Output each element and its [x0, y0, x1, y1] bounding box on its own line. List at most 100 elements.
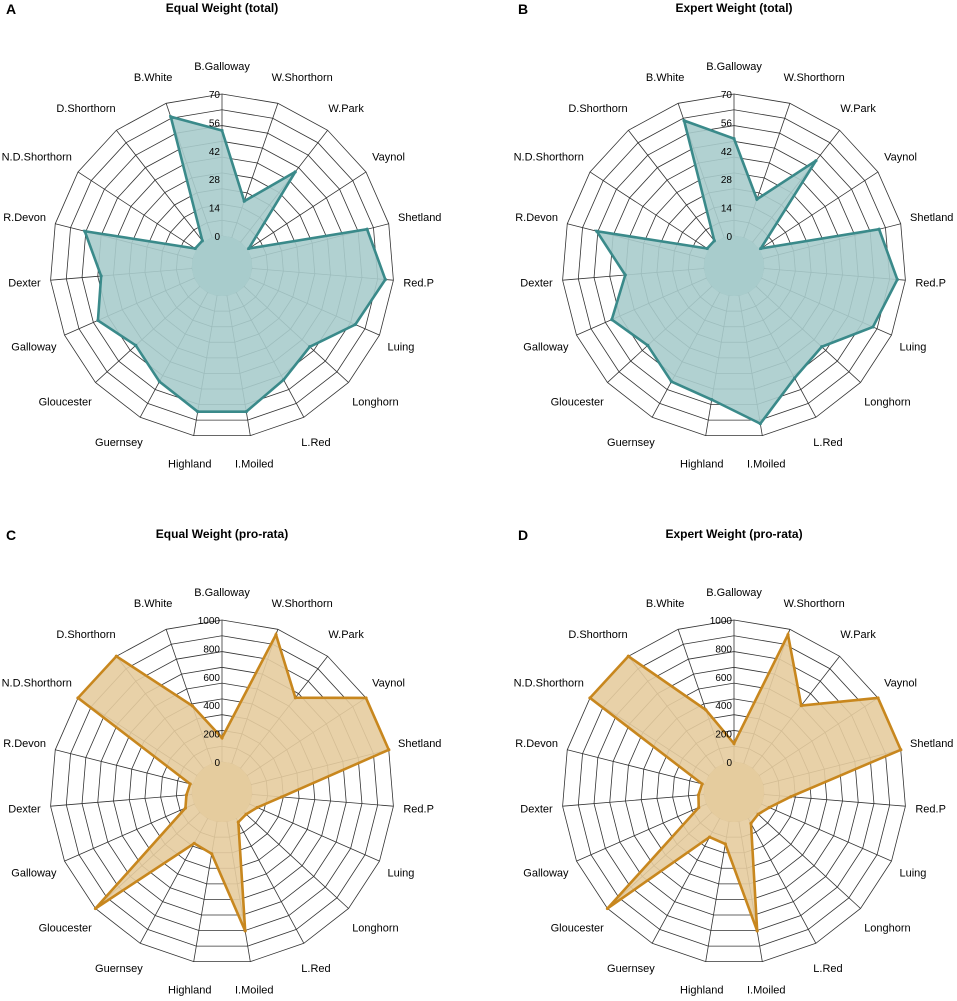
data-point-guernsey — [192, 841, 196, 845]
category-label-i-moiled: I.Moiled — [747, 458, 786, 470]
data-point-highland — [723, 842, 727, 846]
data-point-d-shorthorn — [712, 239, 716, 243]
category-label-w-park: W.Park — [840, 629, 876, 641]
grid-ring — [65, 109, 379, 421]
category-label-b-white: B.White — [646, 72, 685, 84]
r-tick-label: 42 — [721, 147, 733, 158]
category-label-r-devon: R.Devon — [3, 738, 46, 750]
data-point-l-red — [749, 821, 753, 825]
category-label-b-white: B.White — [134, 72, 173, 84]
category-label-luing: Luing — [899, 867, 926, 879]
category-label-shetland: Shetland — [910, 212, 953, 224]
category-label-longhorn: Longhorn — [352, 922, 399, 934]
data-point-highland — [710, 398, 714, 402]
radar-panel-a: A Equal Weight (total) 0 14 28 42 56 70 B.Gallow… — [2, 1, 442, 470]
category-label-shetland: Shetland — [398, 738, 441, 750]
data-point-i-moiled — [243, 929, 247, 933]
category-label-longhorn: Longhorn — [352, 396, 399, 408]
r-tick-label: 0 — [726, 758, 732, 769]
r-tick-label: 14 — [721, 204, 733, 215]
category-label-dexter: Dexter — [8, 804, 41, 816]
chart-title: Equal Weight (total) — [166, 1, 278, 15]
r-tick-label: 1000 — [198, 616, 221, 627]
data-point-dexter — [696, 793, 701, 797]
data-point-b-galloway — [732, 741, 736, 746]
chart-title: Expert Weight (pro-rata) — [665, 527, 802, 541]
panel-letter: D — [518, 527, 528, 543]
category-label-b-white: B.White — [134, 598, 173, 610]
category-label-w-park: W.Park — [328, 629, 364, 641]
category-label-r-devon: R.Devon — [3, 212, 46, 224]
data-point-n-d-shorthorn — [588, 696, 592, 700]
r-tick-label: 0 — [214, 232, 220, 243]
r-tick-label: 0 — [726, 232, 732, 243]
data-point-galloway — [183, 806, 188, 810]
category-label-red-p: Red.P — [915, 278, 946, 290]
category-label-w-shorthorn: W.Shorthorn — [784, 72, 845, 84]
center-hole — [192, 762, 252, 822]
category-label-b-galloway: B.Galloway — [194, 587, 250, 599]
data-point-r-devon — [83, 229, 87, 233]
grid-spoke — [758, 171, 879, 250]
r-tick-label: 28 — [209, 175, 221, 186]
data-point-red-p — [280, 795, 284, 799]
data-point-w-park — [293, 170, 297, 174]
data-point-r-devon — [595, 229, 599, 233]
category-label-b-white: B.White — [646, 598, 685, 610]
center-hole — [192, 236, 252, 296]
category-label-shetland: Shetland — [398, 212, 441, 224]
grid-spoke — [576, 803, 707, 862]
category-label-highland: Highland — [168, 458, 211, 470]
data-point-guernsey — [157, 379, 162, 384]
category-label-luing: Luing — [899, 341, 926, 353]
category-label-d-shorthorn: D.Shorthorn — [568, 103, 627, 115]
data-point-gloucester — [646, 343, 650, 347]
data-point-b-white — [169, 115, 173, 119]
category-label-longhorn: Longhorn — [864, 396, 911, 408]
data-point-galloway — [96, 318, 100, 323]
data-point-w-park — [293, 696, 297, 700]
data-point-w-shorthorn — [786, 633, 790, 637]
data-point-n-d-shorthorn — [76, 696, 80, 700]
data-point-l-red — [793, 376, 797, 380]
data-point-guernsey — [669, 379, 674, 384]
data-point-i-moiled — [244, 410, 248, 414]
data-point-red-p — [789, 795, 793, 799]
category-label-i-moiled: I.Moiled — [235, 984, 274, 996]
radar-panel-b: B Expert Weight (total) 0 14 28 42 56 70 B.Gallo… — [514, 1, 954, 470]
data-point-gloucester — [93, 906, 98, 911]
category-label-guernsey: Guernsey — [95, 963, 143, 975]
category-label-r-devon: R.Devon — [515, 738, 558, 750]
r-tick-label: 200 — [203, 730, 220, 741]
data-point-luing — [255, 805, 259, 810]
category-label-highland: Highland — [680, 984, 723, 996]
category-label-vaynol: Vaynol — [884, 678, 917, 690]
category-label-guernsey: Guernsey — [607, 437, 655, 449]
category-label-dexter: Dexter — [520, 804, 553, 816]
grid-ring — [50, 93, 394, 437]
category-label-vaynol: Vaynol — [884, 152, 917, 164]
data-point-longhorn — [820, 345, 824, 349]
category-label-guernsey: Guernsey — [95, 437, 143, 449]
data-point-b-galloway — [220, 128, 224, 133]
data-point-galloway — [610, 318, 614, 322]
grid-spoke — [77, 171, 198, 250]
data-point-n-d-shorthorn — [705, 246, 709, 251]
r-tick-label: 56 — [209, 118, 221, 129]
category-label-galloway: Galloway — [523, 341, 569, 353]
category-label-n-d-shorthorn: N.D.Shorthorn — [2, 678, 72, 690]
category-label-l-red: L.Red — [301, 963, 330, 975]
data-point-b-white — [704, 708, 708, 712]
category-label-red-p: Red.P — [403, 804, 434, 816]
chart-title: Expert Weight (total) — [675, 1, 792, 15]
data-point-shetland — [365, 227, 369, 231]
data-point-shetland — [899, 748, 903, 752]
chart-title: Equal Weight (pro-rata) — [156, 527, 288, 541]
data-point-w-park — [799, 703, 803, 708]
data-point-highland — [196, 410, 200, 414]
data-point-l-red — [281, 378, 286, 382]
radar-panel-c: C Equal Weight (pro-rata) 0 200 400 600 800 100… — [2, 527, 442, 996]
category-label-w-park: W.Park — [328, 103, 364, 115]
category-label-galloway: Galloway — [11, 867, 57, 879]
